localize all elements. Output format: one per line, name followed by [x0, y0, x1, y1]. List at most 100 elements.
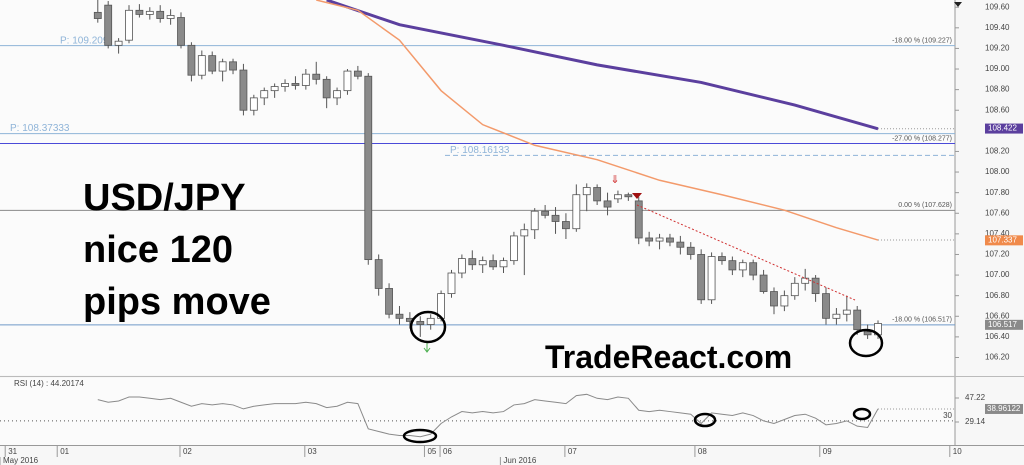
candle-body [811, 277, 820, 295]
candle-body [842, 309, 851, 315]
candle-body [239, 69, 248, 111]
candle-body [333, 90, 341, 99]
candle-body [738, 262, 747, 271]
candle-body [749, 262, 758, 276]
x-tick-label: 03 [308, 447, 317, 456]
rsi-line [97, 393, 879, 438]
price-panel [0, 0, 955, 375]
candle-body [759, 274, 768, 292]
x-tick-label: 07 [568, 447, 577, 456]
watermark: TradeReact.com [545, 339, 792, 375]
month-label: Jun 2016 [503, 456, 536, 465]
candle-body [541, 210, 550, 216]
candle-body [353, 70, 362, 77]
x-tick-label: 06 [443, 447, 452, 456]
candle-body [229, 61, 237, 71]
y-tick-label: 109.60 [985, 2, 1010, 11]
moving-average [316, 0, 879, 241]
candle-body [177, 17, 185, 46]
x-tick-label: 08 [698, 447, 707, 456]
candle-body [156, 10, 165, 19]
level-label: P: 108.37333 [10, 123, 70, 134]
y-tick-label: 107.60 [985, 208, 1010, 217]
y-tick-label: 109.00 [985, 64, 1010, 73]
candle-body [603, 200, 612, 208]
candle-body [863, 331, 872, 336]
y-tick-label: 109.20 [985, 44, 1010, 53]
level-label: P: 109.209 [60, 35, 109, 46]
x-tick-label: 05 [427, 447, 436, 456]
candle-body [822, 293, 830, 319]
y-tick-label: 108.00 [985, 167, 1010, 176]
level-label: 0.00 % (107.628) [898, 202, 952, 209]
rsi-box [985, 403, 1023, 414]
candle-body [489, 260, 498, 268]
candle-body [114, 40, 123, 46]
candle-body [447, 272, 456, 295]
candle-body [718, 256, 726, 262]
price-box [985, 235, 1023, 246]
candle-body [301, 73, 310, 86]
candle-body [291, 83, 300, 86]
candle-body [281, 83, 289, 87]
price-box [985, 123, 1023, 134]
circle [402, 428, 438, 444]
candle-body [801, 277, 810, 284]
candle-body [770, 291, 778, 307]
x-tick-label: 09 [823, 447, 832, 456]
candle-body [530, 210, 539, 231]
x-tick-label: 02 [183, 447, 192, 456]
rsi-level-label: 30 [943, 411, 952, 420]
circle [409, 310, 447, 344]
annotation: pips move [83, 281, 271, 323]
candle-body [655, 237, 664, 242]
y-tick-label: 107.80 [985, 188, 1010, 197]
x-tick-label: 31 [8, 447, 17, 456]
price-box-label: 106.517 [988, 320, 1017, 329]
candle-body [832, 313, 841, 319]
candle-body [125, 9, 133, 41]
candle-body [457, 258, 466, 274]
annotation: nice 120 [83, 229, 233, 271]
up-arrow [423, 342, 431, 353]
candle-body [697, 254, 706, 301]
y-tick-label: 106.20 [985, 353, 1010, 362]
candle-body [104, 4, 113, 46]
candle-body [260, 90, 269, 99]
candle-body [634, 200, 643, 239]
candle-body [551, 214, 560, 222]
candle-body [312, 73, 321, 80]
candle-body [197, 55, 206, 76]
y-tick-label: 109.40 [985, 23, 1010, 32]
candle-body [270, 86, 279, 92]
price-box-label: 108.422 [988, 124, 1017, 133]
level-label: P: 108.16133 [450, 145, 510, 156]
candle-body [93, 11, 102, 19]
down-arrow: ⇓ [610, 174, 619, 186]
y-tick-label: 106.80 [985, 291, 1010, 300]
candle-body [385, 288, 393, 315]
x-tick-label: 10 [953, 447, 962, 456]
candle-body [780, 295, 789, 307]
candle-body [135, 9, 144, 15]
rsi-box-label: 38.96122 [987, 404, 1021, 413]
y-tick-label: 108.20 [985, 147, 1010, 156]
candle-body [645, 237, 654, 242]
candle-body [614, 194, 622, 200]
candle-body [249, 97, 258, 111]
x-tick-label: 01 [60, 447, 69, 456]
y-tick-label: 108.60 [985, 105, 1010, 114]
y-tick-label: 106.40 [985, 332, 1010, 341]
candle-body [510, 235, 518, 262]
candle-body [208, 55, 217, 72]
candle-body [666, 237, 674, 243]
circle [852, 407, 872, 421]
candle-body [499, 260, 508, 268]
level-label: -18.00 % (109.227) [892, 37, 952, 44]
circle [693, 412, 717, 428]
candle-body [728, 260, 737, 271]
rsi-tick-label: 47.22 [965, 393, 986, 402]
rsi-label: RSI (14) : 44.20174 [14, 379, 84, 388]
